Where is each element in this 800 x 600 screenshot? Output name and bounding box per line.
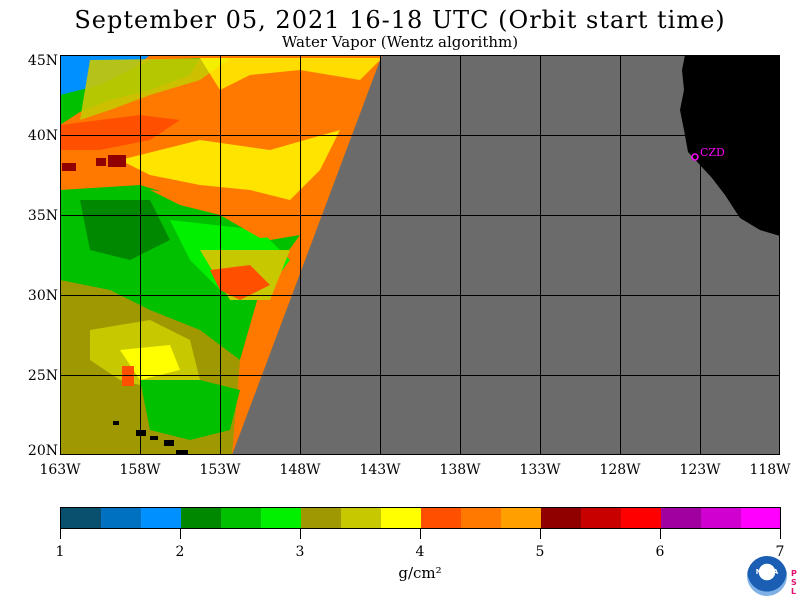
colorbar-swatch [581, 508, 621, 528]
lat-label-30n: 30N [27, 288, 58, 304]
colorbar-swatch [221, 508, 261, 528]
lon-label-133w: 133W [519, 462, 561, 478]
colorbar-swatch [301, 508, 341, 528]
colorbar-swatch [541, 508, 581, 528]
station-marker [691, 153, 699, 161]
lon-label-143w: 143W [359, 462, 401, 478]
lat-label-25n: 25N [27, 368, 58, 384]
psl-letter-l: L [791, 587, 797, 596]
lon-label-148w: 148W [279, 462, 321, 478]
colorbar-tick-2: 2 [175, 544, 185, 560]
map-title: September 05, 2021 16-18 UTC (Orbit star… [74, 6, 726, 34]
colorbar-tick-5: 5 [535, 544, 545, 560]
colorbar-swatch [701, 508, 741, 528]
colorbar-swatch [741, 508, 781, 528]
psl-letter-p: P [791, 569, 797, 578]
colorbar-swatch [501, 508, 541, 528]
colorbar-swatch [661, 508, 701, 528]
colorbar-swatch [621, 508, 661, 528]
colorbar-swatch [381, 508, 421, 528]
lon-label-163w: 163W [39, 462, 81, 478]
colorbar-tick-7: 7 [775, 544, 785, 560]
colorbar-tick-1: 1 [55, 544, 65, 560]
lon-label-128w: 128W [599, 462, 641, 478]
lon-label-118w: 118W [749, 462, 791, 478]
colorbar [60, 507, 781, 539]
lon-label-158w: 158W [119, 462, 161, 478]
lon-label-123w: 123W [679, 462, 721, 478]
colorbar-swatch [141, 508, 181, 528]
colorbar-swatch [61, 508, 101, 528]
station-label: CZD [700, 146, 725, 159]
colorbar-swatch [341, 508, 381, 528]
noaa-logo-text: NOAA [755, 568, 779, 576]
colorbar-swatch [461, 508, 501, 528]
colorbar-swatch [421, 508, 461, 528]
colorbar-tick-3: 3 [295, 544, 305, 560]
lon-label-138w: 138W [439, 462, 481, 478]
map-frame [60, 55, 780, 455]
lat-label-35n: 35N [27, 208, 58, 224]
map-subtitle: Water Vapor (Wentz algorithm) [281, 33, 519, 51]
colorbar-tick-6: 6 [655, 544, 665, 560]
colorbar-swatch [261, 508, 301, 528]
map-gridlines [60, 55, 780, 455]
noaa-logo-icon [747, 556, 787, 596]
psl-letter-s: S [791, 578, 797, 587]
colorbar-frame [60, 507, 781, 529]
water-vapor-map [60, 55, 780, 455]
lat-label-45n: 45N [27, 53, 58, 69]
colorbar-tick-4: 4 [415, 544, 425, 560]
colorbar-units: g/cm² [398, 564, 442, 582]
lon-label-153w: 153W [199, 462, 241, 478]
lat-label-40n: 40N [27, 128, 58, 144]
colorbar-swatch [101, 508, 141, 528]
land-mass [680, 55, 780, 236]
lat-label-20n: 20N [27, 443, 58, 459]
colorbar-swatch [181, 508, 221, 528]
